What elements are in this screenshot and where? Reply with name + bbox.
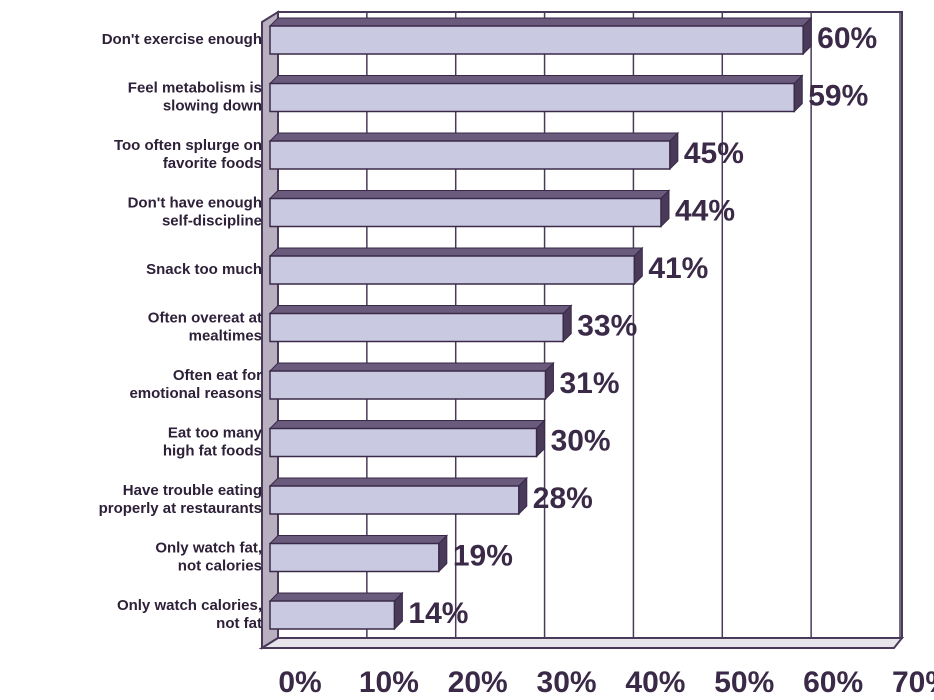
- category-label: Too often splurge on favorite foods: [114, 137, 262, 172]
- bar-top: [268, 247, 644, 257]
- value-label: 31%: [559, 367, 619, 400]
- bar-top: [268, 362, 555, 372]
- x-tick-label: 0%: [278, 666, 321, 699]
- x-tick-label: 20%: [448, 666, 508, 699]
- category-label: Only watch fat, not calories: [155, 539, 262, 574]
- value-label: 19%: [453, 539, 513, 572]
- value-label: 59%: [808, 79, 868, 112]
- category-label: Have trouble eating properly at restauran…: [99, 482, 262, 517]
- bar-top: [268, 132, 680, 142]
- bar: [269, 427, 538, 458]
- category-label: Often overeat at mealtimes: [148, 309, 262, 344]
- x-tick-label: 60%: [803, 666, 863, 699]
- value-label: 44%: [675, 194, 735, 227]
- bar: [269, 140, 671, 170]
- category-label: Feel metabolism is slowing down: [128, 79, 262, 114]
- x-tick-label: 50%: [714, 666, 774, 699]
- value-label: 41%: [648, 252, 708, 285]
- value-label: 33%: [577, 309, 637, 342]
- bar-top: [268, 305, 573, 314]
- bar-top: [268, 17, 813, 27]
- bar: [269, 312, 564, 343]
- bar: [269, 485, 520, 515]
- value-label: 60%: [817, 22, 877, 55]
- category-label: Don't have enough self-discipline: [128, 194, 262, 229]
- bar-top: [268, 535, 449, 544]
- category-label: Often eat for emotional reasons: [129, 367, 262, 402]
- value-label: 30%: [551, 424, 611, 457]
- bar: [269, 542, 440, 573]
- category-label: Don't exercise enough: [102, 31, 262, 48]
- value-label: 14%: [408, 597, 468, 630]
- bar: [269, 370, 547, 400]
- bar: [269, 255, 636, 285]
- bar: [269, 82, 796, 113]
- bar-top: [268, 190, 671, 199]
- bar-top: [268, 75, 804, 84]
- floor: [258, 637, 905, 649]
- bar-top: [268, 420, 546, 429]
- category-label: Eat too many high fat foods: [163, 424, 263, 459]
- value-label: 45%: [684, 137, 744, 170]
- x-tick-label: 40%: [625, 666, 685, 699]
- category-label: Only watch calories, not fat: [117, 597, 262, 632]
- x-tick-label: 70%: [892, 666, 934, 699]
- bar-top: [268, 592, 404, 602]
- value-label: 28%: [533, 482, 593, 515]
- bar: [269, 600, 396, 630]
- bar: [269, 25, 804, 55]
- category-label: Snack too much: [146, 261, 262, 278]
- bar: [269, 197, 662, 228]
- bar-top: [268, 477, 529, 487]
- x-tick-label: 30%: [537, 666, 597, 699]
- x-tick-label: 10%: [359, 666, 419, 699]
